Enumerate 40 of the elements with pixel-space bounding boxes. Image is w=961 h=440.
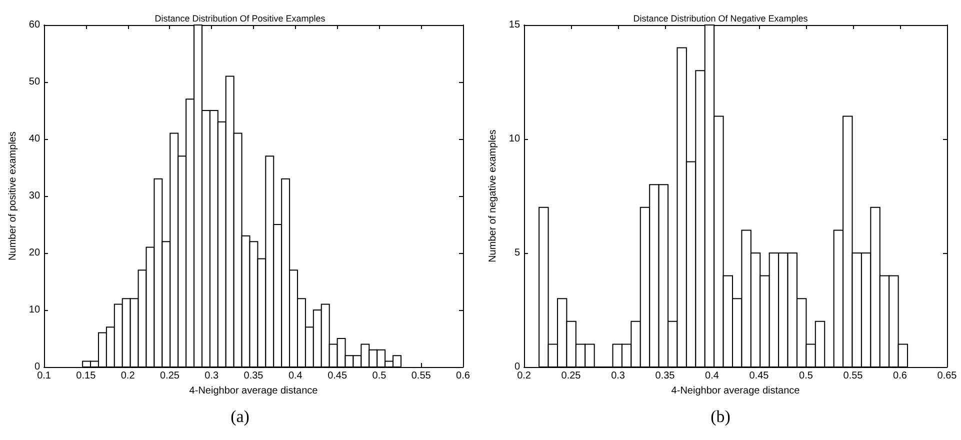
y-tick-label: 50	[28, 76, 40, 88]
x-tick-label: 0.45	[749, 370, 770, 382]
y-tick-label: 40	[28, 134, 40, 144]
y-tick-label: 15	[508, 20, 520, 30]
x-tick-label: 0.2	[120, 370, 136, 382]
x-tick-label: 0.5	[372, 370, 387, 382]
x-tick-label: 0.4	[288, 370, 303, 382]
x-tick-label: 0.6	[893, 370, 908, 382]
y-tick-label: 60	[28, 20, 40, 30]
y-tick-label: 5	[514, 248, 520, 258]
y-tick-label: 0	[514, 362, 520, 372]
y-tick-label: 10	[508, 134, 520, 144]
x-tick-label: 0.6	[456, 370, 470, 382]
x-tick-label: 0.15	[76, 370, 96, 382]
x-tick-label: 0.25	[160, 370, 180, 382]
x-tick-label: 0.4	[705, 370, 720, 382]
x-tick-label: 0.1	[37, 370, 52, 382]
text: (b)	[710, 407, 730, 426]
chart-title: Distance Distribution Of Negative Examples	[633, 14, 808, 24]
y-tick-label: 10	[28, 304, 40, 316]
x-tick-label: 0.35	[655, 370, 676, 382]
chart-title: Distance Distribution Of Positive Examples	[154, 14, 326, 24]
x-tick-label: 0.45	[328, 370, 348, 382]
x-axis-title: 4-Neighbor average distance	[189, 385, 318, 396]
x-tick-label: 0.5	[799, 370, 814, 382]
x-tick-label: 0.3	[611, 370, 626, 382]
x-tick-label: 0.55	[843, 370, 864, 382]
x-tick-label: 0.65	[937, 370, 958, 382]
x-tick-label: 0.25	[561, 370, 582, 382]
text: (a)	[230, 407, 250, 426]
x-tick-label: 0.2	[517, 370, 532, 382]
x-tick-label: 0.35	[244, 370, 264, 382]
y-tick-label: 0	[34, 362, 40, 372]
y-tick-label: 30	[28, 190, 40, 202]
x-axis-title: 4-Neighbor average distance	[671, 385, 800, 396]
y-axis-title: Number of negative examples	[488, 130, 498, 262]
x-tick-label: 0.55	[411, 370, 432, 382]
y-axis-title: Number of positive examples	[8, 132, 18, 260]
x-tick-label: 0.3	[204, 370, 219, 382]
y-tick-label: 20	[28, 248, 40, 258]
